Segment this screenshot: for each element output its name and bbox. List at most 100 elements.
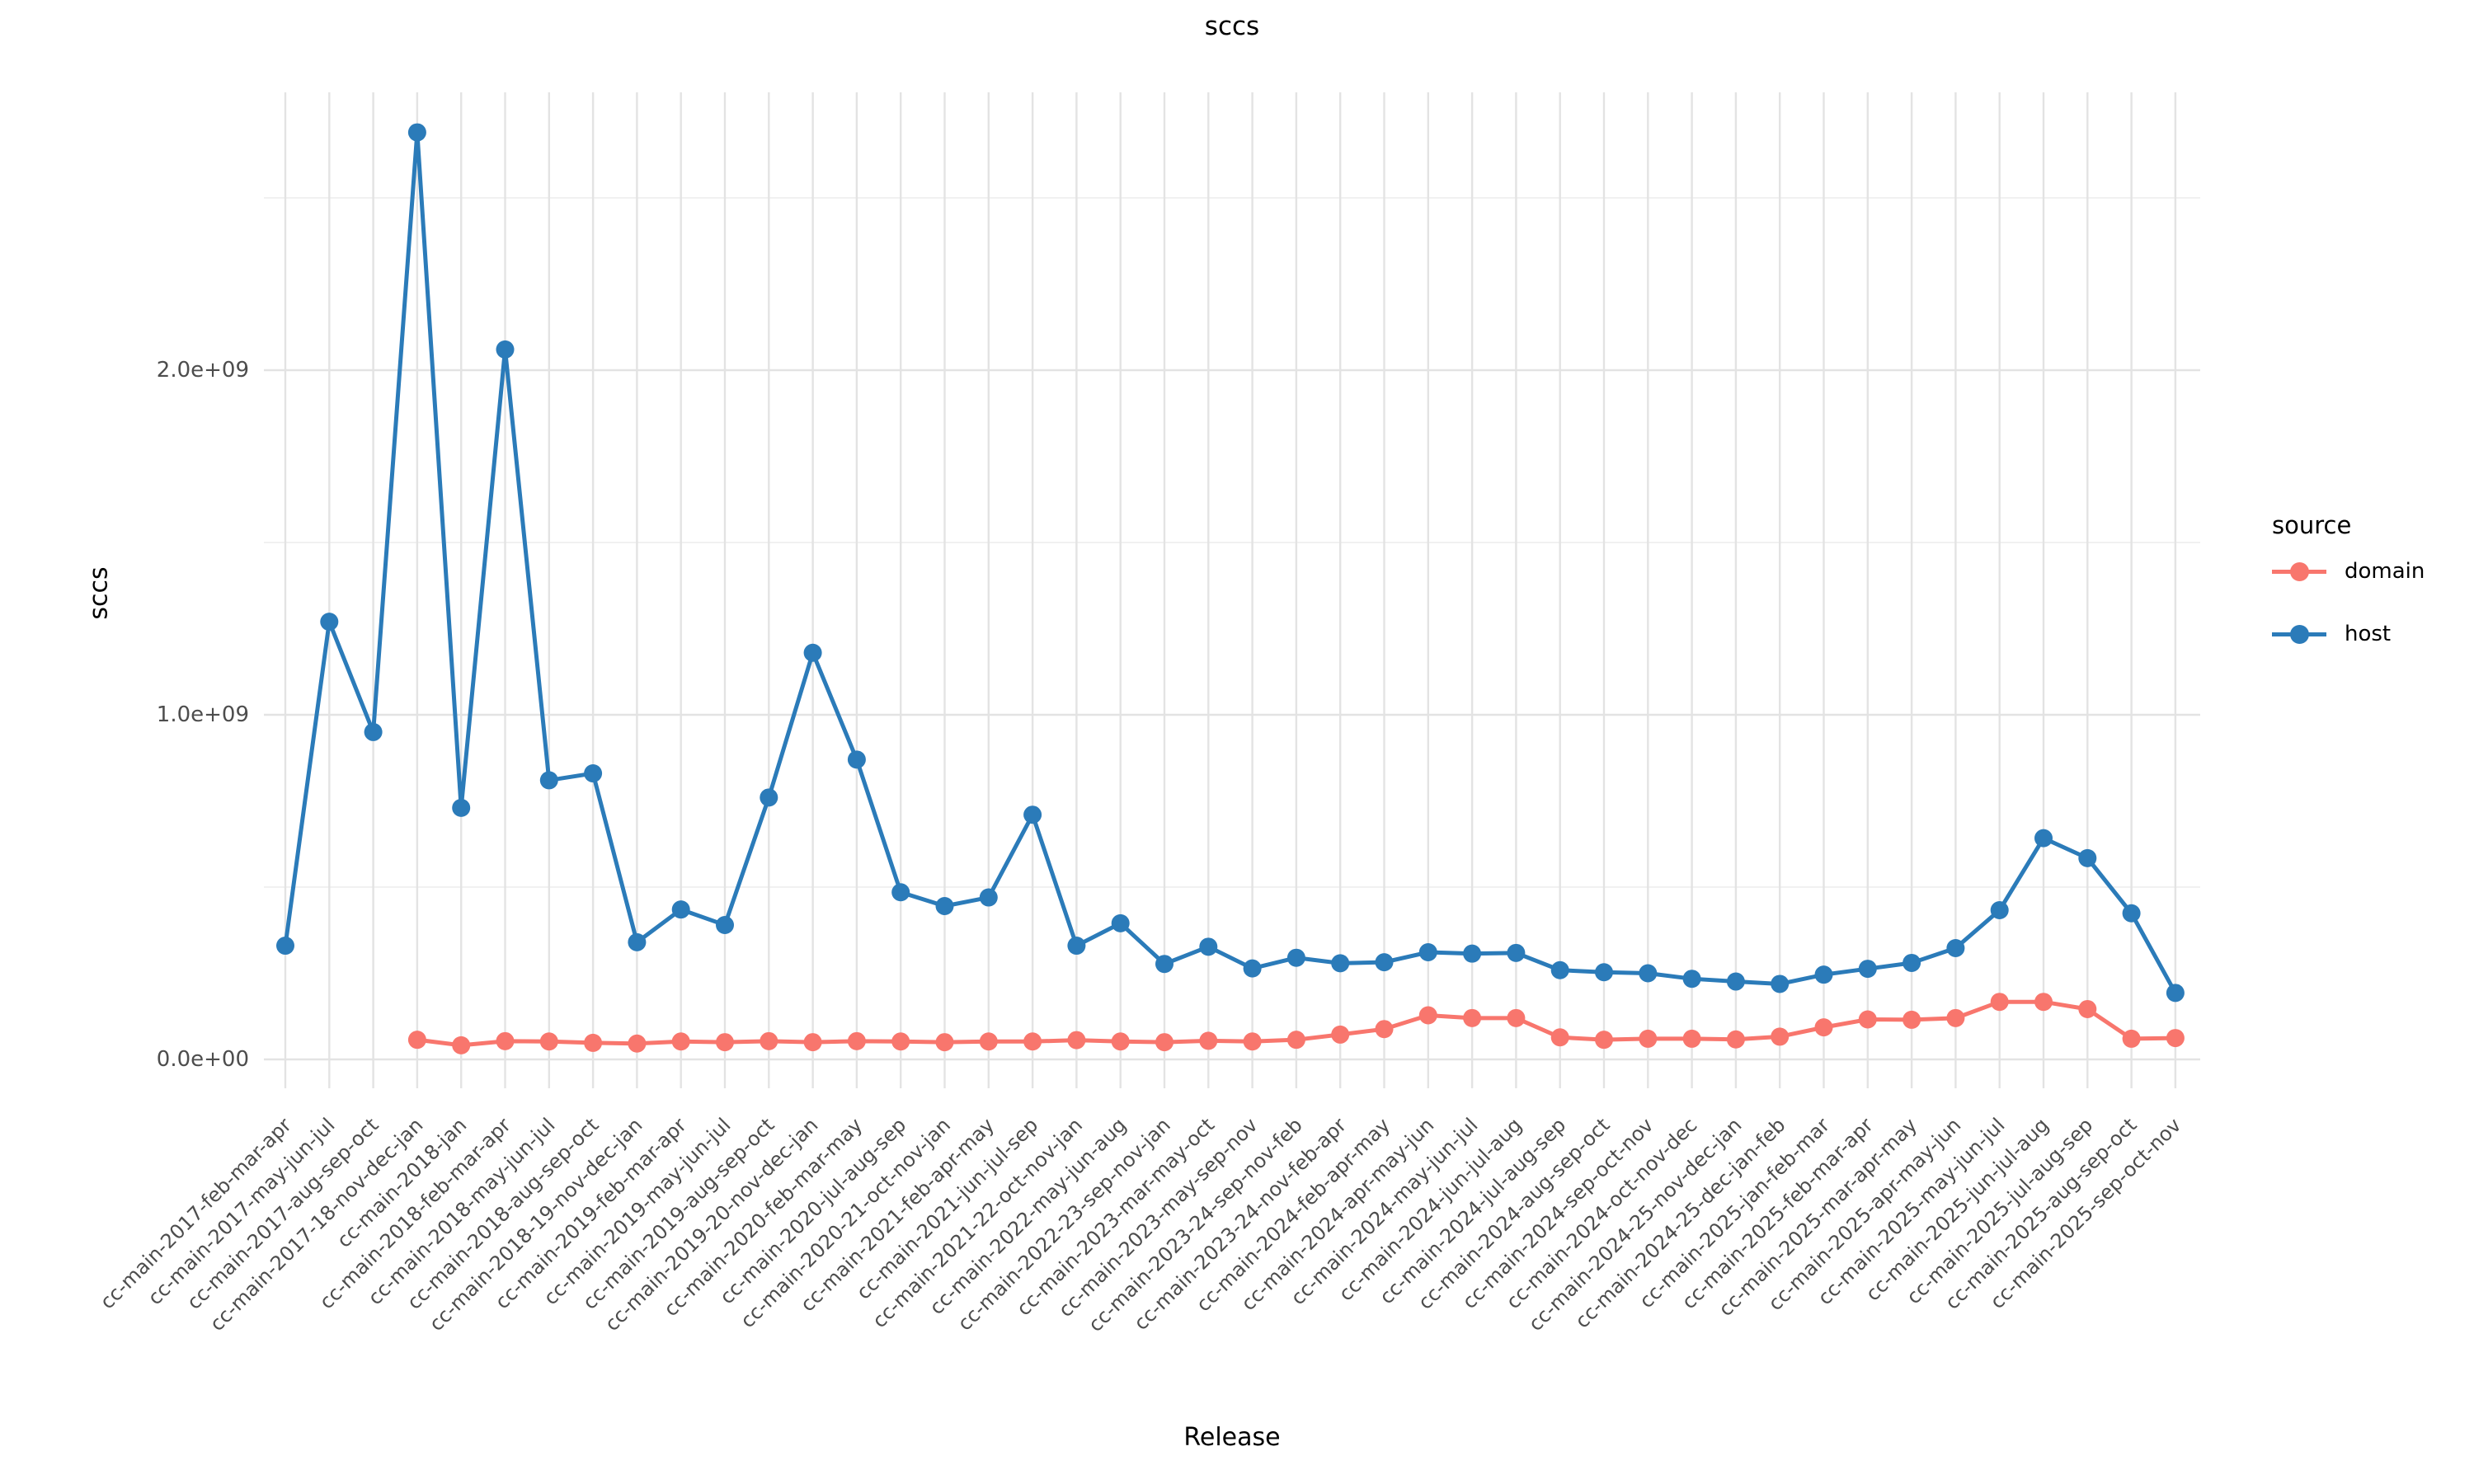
data-point-domain [1990,993,2009,1012]
data-point-domain [1155,1033,1174,1052]
data-point-domain [1375,1020,1394,1039]
data-point-host [1903,953,1921,972]
data-point-host [671,900,690,919]
data-point-domain [1199,1031,1218,1050]
legend-label-host: host [2345,622,2392,646]
y-tick-label: 2.0e+09 [156,358,249,383]
data-point-host [1595,963,1613,982]
data-point-domain [628,1034,647,1053]
data-point-domain [847,1031,866,1050]
data-point-host [891,883,910,902]
chart-title: sccs [1204,12,1260,41]
data-point-host [1155,955,1174,974]
data-point-domain [1639,1029,1658,1048]
data-point-host [1858,960,1877,979]
y-tick-label: 1.0e+09 [156,702,249,727]
data-point-host [1243,959,1262,978]
data-point-domain [1331,1025,1350,1044]
data-point-host [1639,964,1658,983]
data-point-domain [935,1033,954,1052]
data-point-domain [584,1033,603,1052]
legend-key-host-icon [2272,620,2326,648]
data-point-host [584,764,603,783]
legend-key-domain-icon [2272,557,2326,585]
legend-title: source [2272,511,2352,539]
data-point-domain [979,1032,998,1051]
data-point-host [452,798,471,817]
data-point-domain [539,1032,558,1051]
data-point-host [2034,829,2053,848]
data-point-host [1023,805,1042,824]
data-point-host [1463,944,1482,963]
data-point-host [979,888,998,907]
data-point-domain [1726,1030,1745,1049]
y-axis-title: sccs [84,566,114,620]
data-point-domain [1023,1032,1042,1051]
data-point-host [276,937,294,956]
data-point-host [1946,938,1965,957]
data-point-host [803,643,822,662]
data-point-host [2078,848,2097,867]
data-point-host [628,932,647,951]
data-point-domain [1463,1008,1482,1027]
data-point-domain [1682,1029,1701,1048]
data-point-host [760,788,778,807]
data-point-host [1507,943,1526,962]
data-point-domain [1595,1031,1613,1050]
data-point-domain [1814,1018,1833,1037]
data-point-host [364,722,383,741]
data-point-host [1067,937,1086,956]
data-point-domain [1067,1031,1086,1050]
data-point-domain [1550,1028,1569,1047]
data-point-host [1418,943,1437,962]
series-line-host [283,132,2178,994]
data-point-host [2122,904,2141,923]
data-point-domain [1946,1008,1965,1027]
data-point-domain [671,1032,690,1051]
data-point-host [716,915,734,934]
data-point-host [1286,948,1305,967]
data-point-host [496,340,515,359]
data-point-host [407,123,426,142]
data-point-domain [803,1033,822,1052]
data-point-host [1550,960,1569,979]
data-point-domain [496,1031,515,1050]
legend-item-host: host [2272,620,2425,648]
data-point-domain [716,1033,734,1052]
data-point-domain [760,1031,778,1050]
data-point-host [1111,913,1130,932]
data-point-host [2166,984,2185,1003]
data-point-domain [1771,1027,1790,1046]
data-point-host [1199,937,1218,956]
data-point-host [1990,901,2009,920]
data-point-domain [1858,1010,1877,1029]
data-point-host [935,896,954,915]
data-point-domain [1286,1031,1305,1050]
data-point-host [1771,974,1790,993]
data-point-host [1375,953,1394,972]
x-axis-title: Release [1183,1423,1281,1452]
data-point-domain [1507,1008,1526,1027]
data-point-domain [2034,993,2053,1012]
data-point-host [1814,965,1833,984]
data-point-host [539,771,558,790]
legend-item-domain: domain [2272,557,2425,585]
data-point-host [1331,954,1350,973]
data-point-domain [1111,1032,1130,1051]
data-point-domain [452,1036,471,1054]
data-point-domain [407,1031,426,1050]
data-point-domain [2078,999,2097,1018]
data-point-host [320,613,339,632]
y-tick-label: 0.0e+00 [156,1047,249,1072]
legend-label-domain: domain [2345,559,2425,584]
legend: source domain host [2272,511,2425,683]
data-point-domain [2166,1029,2185,1048]
data-point-domain [1903,1010,1921,1029]
data-point-domain [1243,1032,1262,1051]
data-point-domain [1418,1006,1437,1025]
data-point-domain [891,1032,910,1051]
data-point-host [1726,972,1745,991]
data-point-host [1682,970,1701,989]
